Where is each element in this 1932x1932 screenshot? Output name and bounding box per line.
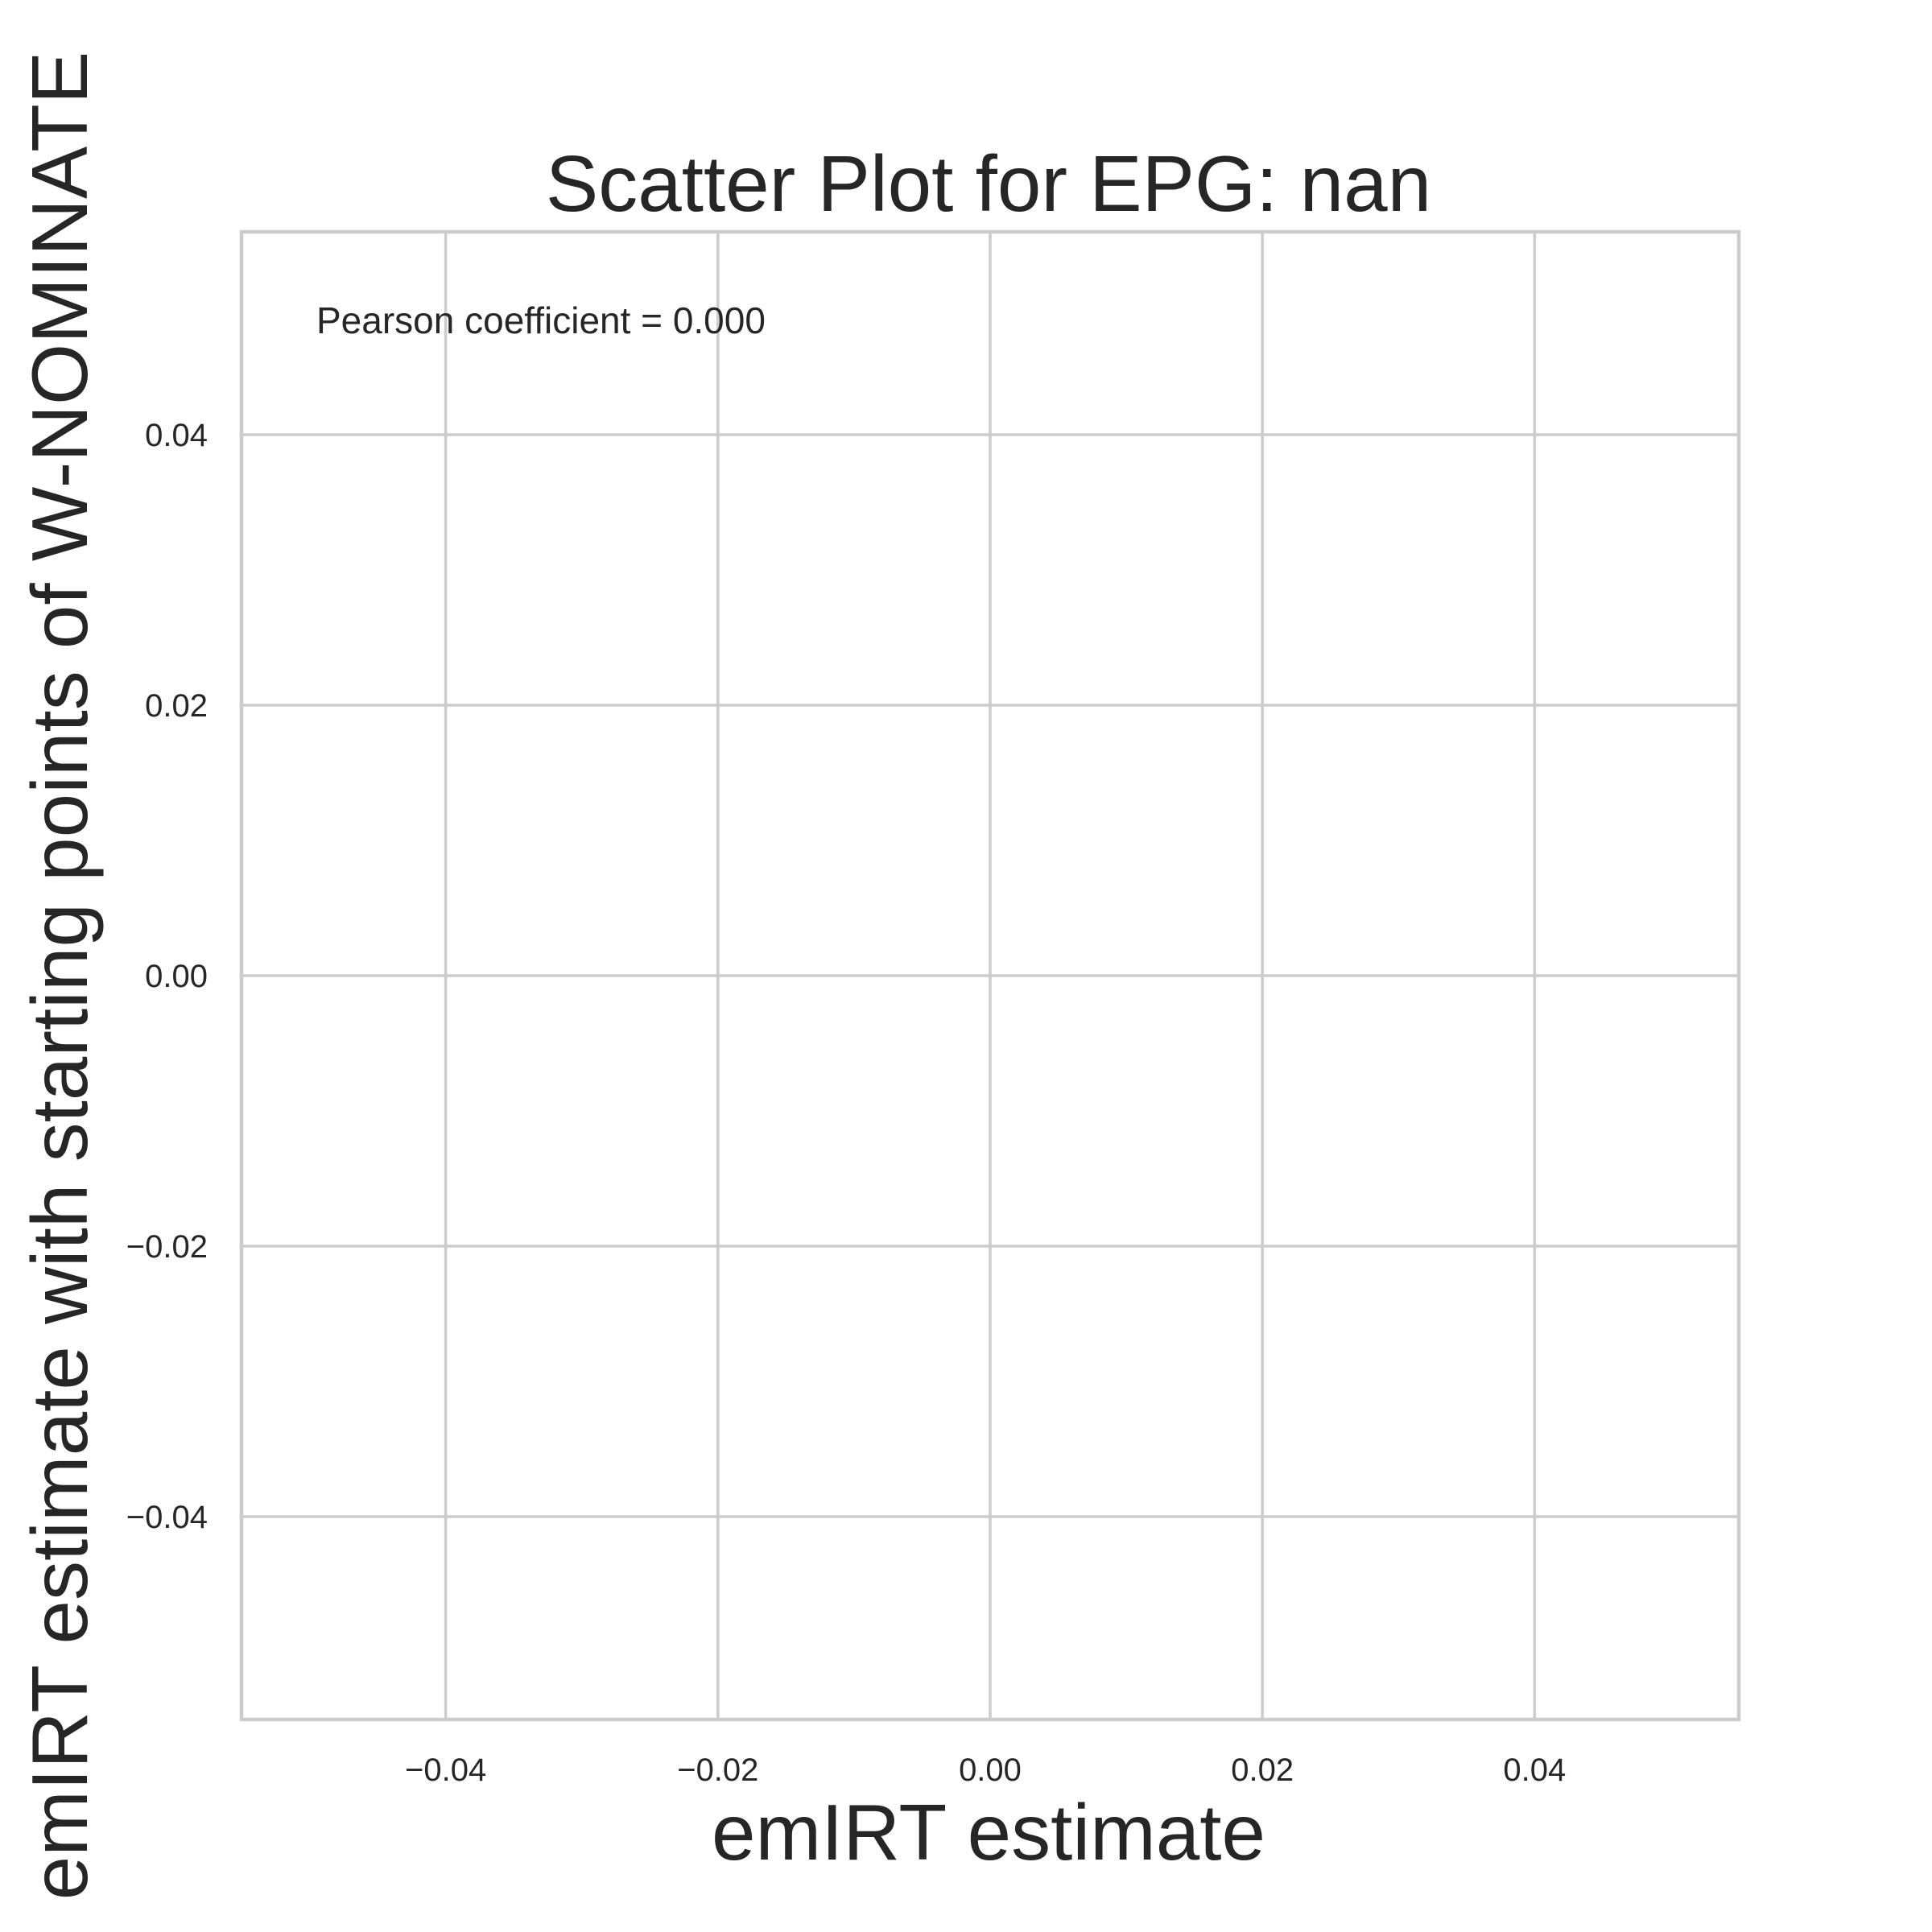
x-axis-label: emIRT estimate [712,1788,1265,1876]
y-axis-label: emIRT estimate with starting points of W… [15,52,104,1900]
x-tick-label: −0.02 [677,1752,758,1788]
y-tick-label: 0.02 [145,688,208,724]
x-tick-label: 0.02 [1231,1752,1294,1788]
x-tick-label: 0.00 [959,1752,1022,1788]
pearson-annotation: Pearson coefficient = 0.000 [316,299,766,341]
x-tick-label: 0.04 [1503,1752,1566,1788]
chart-title: Scatter Plot for EPG: nan [546,139,1431,228]
x-tick-label: −0.04 [405,1752,486,1788]
x-tick-labels: −0.04 −0.02 0.00 0.02 0.04 [405,1752,1566,1788]
y-tick-label: 0.00 [145,959,208,994]
y-tick-label: −0.02 [126,1229,208,1265]
y-tick-labels: −0.04 −0.02 0.00 0.02 0.04 [126,418,208,1535]
plot-area [239,229,1741,1722]
grid [242,232,1739,1719]
y-tick-label: 0.04 [145,418,208,453]
y-tick-label: −0.04 [126,1500,208,1535]
